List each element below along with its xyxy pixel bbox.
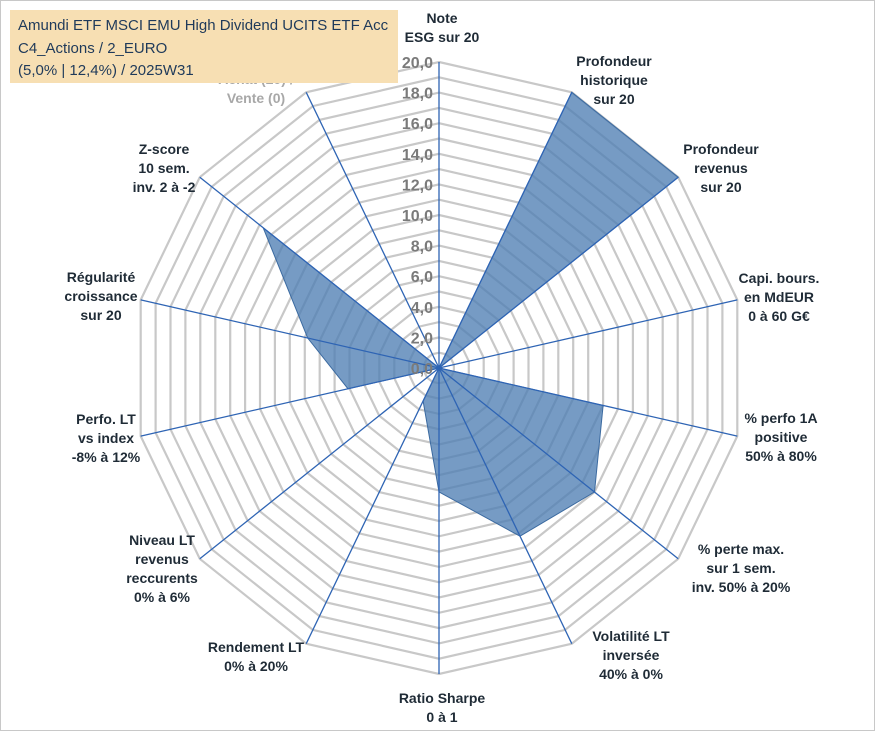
axis-label-line: Note — [426, 10, 457, 26]
axis-label-line: reccurents — [126, 570, 198, 586]
axis-label-line: Capi. bours. — [739, 270, 820, 286]
axis-label-line: inversée — [603, 647, 660, 663]
axis-label-line: Z-score — [139, 141, 190, 157]
axis-label-line: % perfo 1A — [744, 410, 817, 426]
fund-name: Amundi ETF MSCI EMU High Dividend UCITS … — [18, 17, 389, 34]
axis-label-line: inv. 2 à -2 — [133, 179, 196, 195]
axis-spoke — [438, 92, 573, 369]
data-point — [602, 405, 604, 407]
axis-label-line: sur 20 — [80, 307, 121, 323]
data-point — [571, 91, 573, 93]
axis-label: % perfo 1A positive 50% à 80% — [744, 410, 817, 464]
axis-label: Profondeur historique sur 20 — [576, 53, 652, 107]
axis-label-line: croissance — [64, 288, 137, 304]
axis-label-line: sur 20 — [593, 91, 634, 107]
axis-label-line: 0% à 6% — [134, 589, 191, 605]
axis-label-line: 40% à 0% — [599, 666, 663, 682]
axis-spoke — [305, 92, 440, 369]
axis-label-line: 10 sem. — [138, 160, 189, 176]
axis-spoke — [305, 367, 440, 644]
axis-label-line: Ratio Sharpe — [399, 690, 486, 706]
axis-label-line: Rendement LT — [208, 639, 305, 655]
axis-label-line: Perfo. LT — [76, 411, 136, 427]
data-point — [519, 535, 521, 537]
axis-label-line: 0 à 60 G€ — [748, 308, 810, 324]
axis-spoke — [140, 367, 440, 437]
data-point — [347, 388, 349, 390]
axis-label-line: sur 1 sem. — [706, 560, 775, 576]
axis-label: Perfo. LT vs index -8% à 12% — [72, 411, 141, 465]
fund-info-box: Amundi ETF MSCI EMU High Dividend UCITS … — [10, 10, 398, 83]
axis-label-line: revenus — [694, 160, 748, 176]
axis-label: Profondeur revenus sur 20 — [683, 141, 759, 195]
axis-spoke — [438, 367, 738, 437]
axis-label: Note ESG sur 20 — [405, 10, 480, 45]
axis-label-line: Volatilité LT — [592, 628, 670, 644]
data-point — [422, 400, 424, 402]
tick-label: 10,0 — [402, 208, 433, 225]
axis-label: Volatilité LT inversée 40% à 0% — [592, 628, 670, 682]
axis-label-line: 0% à 20% — [224, 658, 288, 674]
axis-label-line: % perte max. — [698, 541, 784, 557]
tick-label: 20,0 — [402, 55, 433, 72]
axis-label-line: historique — [580, 72, 648, 88]
axis-label-line: Régularité — [67, 269, 136, 285]
axis-label-line: positive — [755, 429, 808, 445]
tick-label: 14,0 — [402, 147, 433, 164]
axis-label-line: Vente (0) — [227, 90, 285, 106]
data-point — [438, 491, 440, 493]
axis-label-line: inv. 50% à 20% — [692, 579, 791, 595]
axis-label-line: Niveau LT — [129, 532, 195, 548]
axis-label: Capi. bours. en MdEUR 0 à 60 G€ — [739, 270, 820, 324]
axis-label-line: Profondeur — [683, 141, 759, 157]
axis-label-line: vs index — [78, 430, 134, 446]
axis-label-line: ESG sur 20 — [405, 29, 480, 45]
axis-spoke — [438, 367, 679, 560]
tick-label: 2,0 — [411, 330, 433, 347]
axis-label-line: Profondeur — [576, 53, 652, 69]
tick-label: 4,0 — [411, 300, 433, 317]
fund-category: C4_Actions / 2_EURO — [18, 40, 168, 57]
data-point — [307, 337, 309, 339]
axis-label: Ratio Sharpe 0 à 1 — [399, 690, 486, 725]
axis-spoke — [438, 176, 679, 369]
tick-label: 18,0 — [402, 86, 433, 103]
axis-label: Rendement LT 0% à 20% — [208, 639, 305, 674]
axis-label-line: 50% à 80% — [745, 448, 817, 464]
axis-label-line: 0 à 1 — [426, 709, 457, 725]
axis-spoke — [438, 367, 573, 644]
fund-stats: (5,0% | 12,4%) / 2025W31 — [18, 62, 194, 79]
axis-spoke — [438, 299, 738, 369]
tick-label: 12,0 — [402, 177, 433, 194]
data-point — [438, 367, 440, 369]
tick-label: 0,0 — [411, 361, 433, 378]
tick-label: 6,0 — [411, 269, 433, 286]
axis-spoke — [199, 176, 440, 369]
data-point — [594, 491, 596, 493]
data-point — [677, 176, 679, 178]
axis-label-line: -8% à 12% — [72, 449, 141, 465]
data-point — [262, 227, 264, 229]
axis-spoke — [140, 299, 440, 369]
axis-label: Régularité croissance sur 20 — [64, 269, 137, 323]
axis-label: Z-score 10 sem. inv. 2 à -2 — [133, 141, 196, 195]
axis-label-line: revenus — [135, 551, 189, 567]
axis-label: Niveau LT revenus reccurents 0% à 6% — [126, 532, 198, 605]
axis-label: % perte max. sur 1 sem. inv. 50% à 20% — [692, 541, 791, 595]
tick-label: 8,0 — [411, 239, 433, 256]
tick-label: 16,0 — [402, 116, 433, 133]
axis-spoke — [199, 367, 440, 560]
axis-label-line: en MdEUR — [744, 289, 814, 305]
axis-label-line: sur 20 — [700, 179, 741, 195]
